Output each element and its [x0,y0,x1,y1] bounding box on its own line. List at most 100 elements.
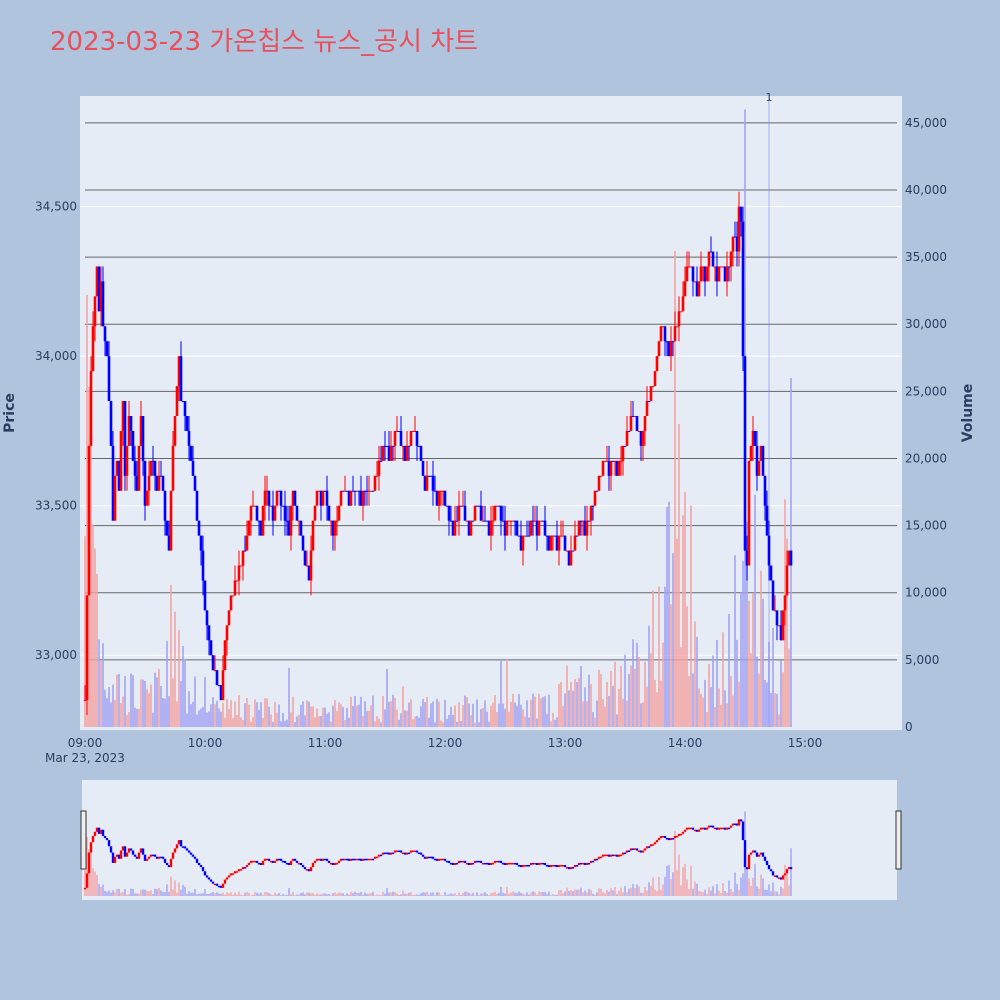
slider-candle [471,862,475,865]
slider-volume-bar [476,892,478,896]
volume-bar [108,687,110,727]
range-slider-left-handle[interactable] [80,810,87,870]
volume-bar [178,630,180,727]
volume-bar [402,686,404,727]
candle-body [489,520,493,536]
candle-body [131,430,135,461]
slider-volume-bar [742,873,744,896]
slider-volume-bar [234,892,236,896]
slider-volume-bar [628,888,630,896]
slider-volume-bar [246,892,248,896]
slider-candle [521,865,525,868]
candle-body [351,490,355,492]
candle-body [623,445,627,447]
slider-candle [355,858,359,861]
volume-bar [740,592,742,727]
volume-bar [538,693,540,727]
slider-candle [157,856,161,859]
volume-bar [204,676,206,727]
slider-volume-bar [490,893,492,896]
slider-candle [499,860,503,863]
volume-bar [220,711,222,727]
slider-volume-bar [170,876,172,896]
volume-bar [634,668,636,727]
candle-body [577,520,581,536]
volume-bar [738,681,740,727]
slider-volume-bar [512,891,514,896]
candle-body [611,460,615,462]
slider-candle [617,854,621,857]
candle-body [757,460,761,476]
slider-volume-bar [182,884,184,896]
candle-body [643,415,647,431]
slider-candle [545,865,549,867]
slider-volume-bar [156,889,158,896]
candle-body [167,535,171,551]
main-plot-area[interactable] [80,96,902,730]
slider-volume-bar [384,893,386,896]
volume-bar [646,686,648,727]
candle-body [327,505,331,521]
volume-bar [274,701,276,727]
candlestick-series [83,191,793,716]
candle-body [689,266,693,268]
slider-candle [171,852,175,859]
volume-bar [162,697,164,727]
candle-body [495,505,499,507]
slider-volume-bar [424,892,426,896]
volume-bar [322,707,324,727]
candle-body [303,550,307,566]
candle-body [699,266,703,282]
volume-bar [308,701,310,727]
slider-candle [193,856,197,859]
volume-bar [130,673,132,727]
slider-volume-bar [230,892,232,896]
volume-bar [168,696,170,727]
volume-bar [406,710,408,727]
candle-body [293,490,297,506]
slider-candle [191,854,195,857]
slider-volume-bar [406,893,408,896]
slider-volume-bar [200,893,202,896]
slider-candle [349,858,353,861]
candle-body [295,505,299,521]
slider-volume-bar [750,885,752,896]
volume-bar [576,681,578,727]
slider-volume-bar [154,888,156,896]
slider-volume-bar [642,892,644,896]
candle-body [347,490,351,506]
volume-bar [134,707,136,727]
slider-candle [429,856,433,859]
volume-bar [618,689,620,727]
range-slider-right-handle[interactable] [895,810,902,870]
y2-tick-label: 5,000 [905,653,939,667]
slider-candle [405,852,409,855]
volume-bar [148,693,150,727]
range-slider[interactable] [82,780,897,900]
slider-candle [343,858,347,861]
slider-candle [233,871,237,874]
volume-bar [574,679,576,727]
volume-bar [520,704,522,727]
candle-body [195,490,199,521]
volume-bar [698,688,700,727]
volume-bar [128,711,130,727]
candle-body [739,206,743,222]
volume-bar [296,716,298,727]
volume-bar [750,653,752,727]
slider-volume-bar [132,888,134,896]
candle-body [507,520,511,522]
candle-body [711,251,715,267]
volume-bar [742,561,744,727]
candle-body [209,640,213,656]
slider-candle [747,854,751,870]
slider-candle [571,867,575,869]
slider-candle [501,862,505,865]
slider-volume-bar [522,893,524,896]
slider-volume-bar [466,891,468,896]
slider-candle [711,825,715,828]
slider-candle [379,854,383,857]
volume-bar [298,715,300,727]
slider-candle [533,862,537,865]
slider-candle [443,858,447,861]
